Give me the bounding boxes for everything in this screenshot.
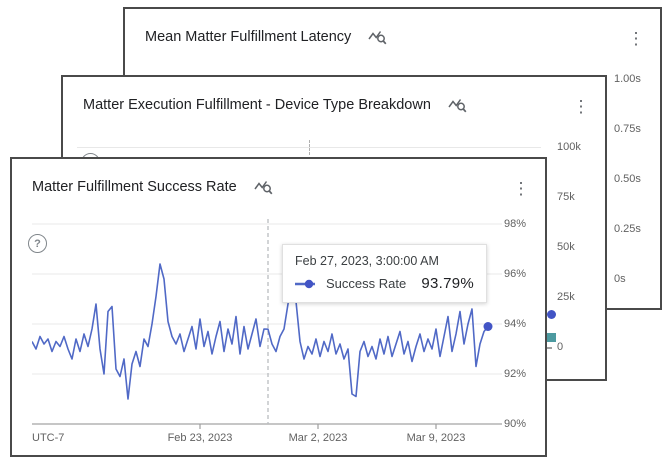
line-end-dot-icon	[483, 322, 493, 331]
help-icon[interactable]: ?	[28, 234, 47, 253]
y-axis-tick-label: 0.75s	[614, 123, 641, 135]
card-header: Matter Fulfillment Success Rate	[32, 179, 273, 195]
tooltip-timestamp: Feb 27, 2023, 3:00:00 AM	[295, 254, 439, 268]
y-axis-tick-label: 0s	[614, 273, 626, 285]
success-rate-line	[32, 263, 489, 400]
series-legend-marker-icon	[295, 279, 318, 289]
crosshair-dash	[309, 140, 310, 155]
tooltip-series-name: Success Rate	[326, 276, 407, 291]
timezone-label: UTC-7	[32, 432, 65, 444]
tooltip-series-row: Success Rate 93.79%	[295, 275, 474, 292]
x-axis-tick-label: Mar 2, 2023	[288, 432, 348, 444]
card-header: Matter Execution Fulfillment - Device Ty…	[83, 97, 467, 113]
y-axis-tick-label: 1.00s	[614, 73, 641, 85]
card-title: Matter Execution Fulfillment - Device Ty…	[83, 97, 431, 113]
card-title: Matter Fulfillment Success Rate	[32, 179, 237, 195]
card-menu-kebab-icon[interactable]: ⋮	[572, 97, 590, 116]
metrics-explorer-icon[interactable]	[254, 179, 273, 195]
series-end-marker-blue-circle	[547, 310, 556, 319]
zero-tick-mark	[543, 347, 552, 349]
chart-tooltip: Feb 27, 2023, 3:00:00 AM Success Rate 93…	[282, 244, 487, 303]
y-axis-tick-label: 92%	[504, 368, 527, 380]
y-axis-tick-label: 0	[557, 341, 564, 353]
y-axis-tick-label: 25k	[557, 291, 575, 303]
metrics-explorer-icon[interactable]	[448, 97, 467, 113]
x-axis-tick-label: Feb 23, 2023	[167, 432, 233, 444]
tooltip-series-value: 93.79%	[421, 275, 474, 292]
y-axis-tick-label: 96%	[504, 268, 527, 280]
series-end-marker-teal-square	[547, 333, 556, 342]
card-menu-kebab-icon[interactable]: ⋮	[512, 179, 530, 198]
card-title: Mean Matter Fulfillment Latency	[145, 29, 352, 45]
y-axis-tick-label: 50k	[557, 241, 575, 253]
y-axis-tick-label: 0.50s	[614, 173, 641, 185]
y-axis-tick-label: 0.25s	[614, 223, 641, 235]
card-header: Mean Matter Fulfillment Latency	[145, 29, 387, 45]
card-matter-fulfillment-success-rate: Matter Fulfillment Success Rate ⋮ ?	[10, 157, 547, 457]
y-axis-tick-label: 90%	[504, 418, 527, 430]
card-menu-kebab-icon[interactable]: ⋮	[627, 29, 645, 48]
y-axis-tick-label: 75k	[557, 191, 575, 203]
y-axis-tick-label: 98%	[504, 218, 527, 230]
y-axis-tick-label: 94%	[504, 318, 527, 330]
success-rate-plot[interactable]	[32, 219, 502, 434]
y-axis-tick-label: 100k	[557, 141, 581, 153]
metrics-explorer-icon[interactable]	[368, 29, 387, 45]
x-axis-tick-label: Mar 9, 2023	[406, 432, 466, 444]
